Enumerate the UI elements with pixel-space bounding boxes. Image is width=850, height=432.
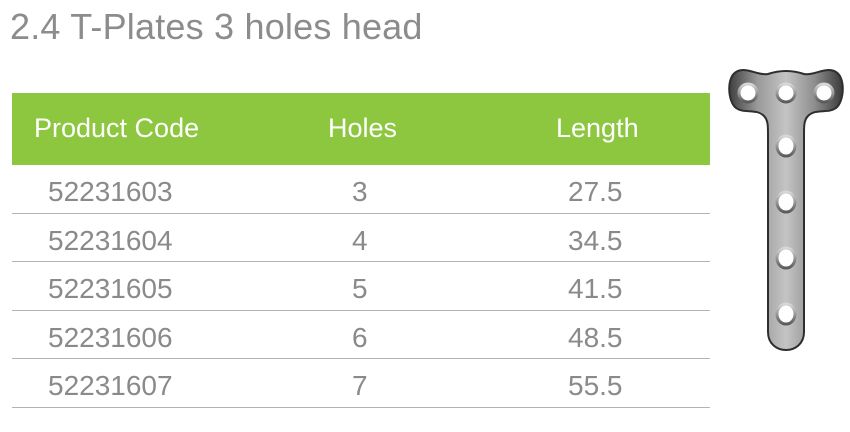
cell-holes: 3 <box>352 176 368 207</box>
t-plate-3-hole-head-icon <box>728 69 844 351</box>
cell-holes: 4 <box>352 224 368 256</box>
cell-length: 48.5 <box>568 321 623 353</box>
cell-length: 34.5 <box>568 224 623 256</box>
cell-product-code: 52231603 <box>48 176 173 207</box>
page-title: 2.4 T-Plates 3 holes head <box>10 6 423 47</box>
table-row: 52231607 7 55.5 <box>12 359 710 408</box>
header-product-code: Product Code <box>34 113 200 143</box>
cell-length: 55.5 <box>568 370 623 401</box>
table-row: 52231603 3 27.5 <box>12 165 710 214</box>
table-row: 52231606 6 48.5 <box>12 311 710 359</box>
cell-holes: 5 <box>352 273 368 304</box>
cell-holes: 7 <box>352 370 368 401</box>
table-header: Product Code Holes Length <box>12 93 710 165</box>
product-table: Product Code Holes Length 52231603 3 27.… <box>12 93 710 408</box>
header-holes: Holes <box>328 113 398 143</box>
header-length: Length <box>556 113 639 143</box>
table-row: 52231605 5 41.5 <box>12 262 710 311</box>
cell-holes: 6 <box>352 321 368 353</box>
table-row: 52231604 4 34.5 <box>12 214 710 262</box>
cell-product-code: 52231606 <box>48 321 173 353</box>
cell-product-code: 52231605 <box>48 273 173 304</box>
cell-product-code: 52231607 <box>48 370 173 401</box>
cell-length: 41.5 <box>568 273 623 304</box>
cell-product-code: 52231604 <box>48 224 173 256</box>
cell-length: 27.5 <box>568 176 623 207</box>
